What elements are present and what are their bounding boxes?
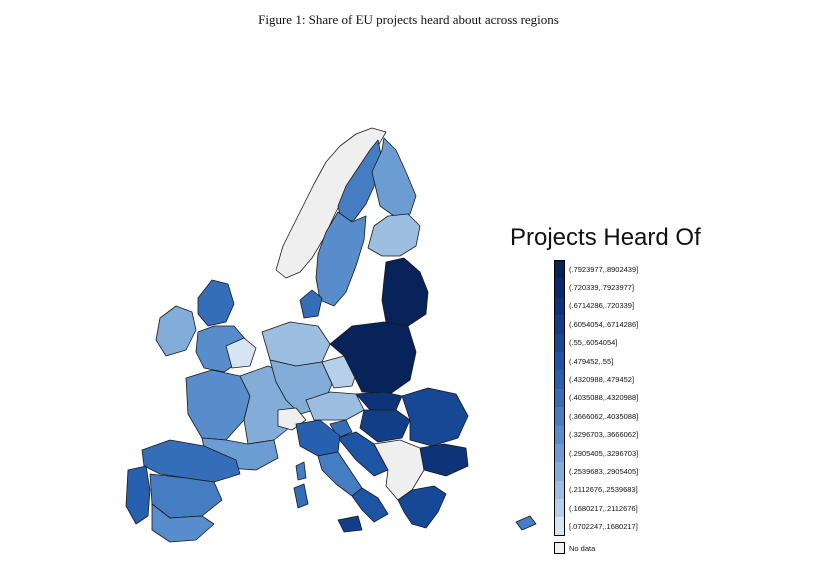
legend-item: (.2112676,.2539683]: [554, 480, 638, 500]
legend-item: (.2539683,.2905405]: [554, 462, 639, 481]
legend-label: (.7923977,.8902439]: [569, 264, 639, 274]
region-corsica: [295, 461, 307, 481]
legend-swatch: [554, 388, 565, 408]
region-bulgaria: [419, 443, 469, 477]
region-finland-south: [367, 213, 421, 257]
legend-item: (.720339,.7923977]: [554, 278, 638, 297]
legend-label: (.479452,.55]: [569, 356, 614, 366]
legend-item: (.3296703,.3666062]: [554, 425, 639, 444]
region-finland-north: [371, 137, 417, 217]
region-ireland: [155, 305, 197, 357]
legend-title: Projects Heard Of: [510, 224, 701, 251]
legend-item: (.55,.6054054]: [554, 333, 638, 352]
region-denmark: [299, 289, 323, 319]
region-uk-north: [197, 279, 235, 327]
legend-label: (.6714286,.720339]: [569, 301, 635, 311]
region-benelux: [225, 337, 257, 369]
legend-item: (.7923977,.8902439]: [554, 260, 639, 279]
legend-label: (.4320988,.479452]: [569, 375, 635, 385]
legend-label: (.2905405,.3296703]: [569, 448, 639, 458]
region-sardinia: [293, 483, 309, 509]
legend-swatch: [554, 278, 565, 297]
region-hungary: [359, 409, 411, 443]
region-greece: [397, 485, 447, 529]
legend-label: (.3666062,.4035088]: [569, 411, 639, 421]
region-poland: [329, 321, 417, 395]
legend-swatch: [554, 333, 565, 352]
region-spain-north: [141, 439, 241, 483]
legend-swatch: [554, 517, 565, 536]
region-italy-south: [351, 487, 389, 523]
region-france-west: [185, 369, 251, 441]
legend-item: (.1680217,.2112676]: [554, 499, 638, 518]
legend-item-no-data: No data: [554, 539, 638, 557]
legend-item: (.479452,.55]: [554, 351, 638, 371]
legend-swatch: [554, 370, 565, 389]
legend-swatch: [554, 480, 565, 500]
legend-item: (.4035088,.4320988]: [554, 388, 639, 408]
legend-label: (.55,.6054054]: [569, 338, 618, 348]
legend-item: (.3666062,.4035088]: [554, 407, 639, 426]
legend-label: (.2539683,.2905405]: [569, 466, 639, 476]
region-portugal: [125, 465, 151, 525]
region-spain-south: [151, 503, 215, 543]
legend-swatch: [554, 260, 565, 279]
legend-label: No data: [569, 543, 596, 553]
legend-swatch: [554, 462, 565, 481]
legend-swatch: [554, 296, 565, 316]
legend-swatch: [554, 425, 565, 444]
region-romania: [401, 387, 469, 447]
legend-swatch: [554, 315, 565, 334]
legend-swatch: [554, 542, 565, 555]
legend-label: (.6054054,.6714286]: [569, 319, 639, 329]
region-cyprus: [515, 515, 537, 531]
legend-swatch: [554, 443, 565, 463]
legend-label: (.2112676,.2539683]: [569, 485, 638, 495]
region-sicily: [337, 515, 363, 533]
legend-swatch: [554, 351, 565, 371]
legend-label: (.3296703,.3666062]: [569, 430, 639, 440]
legend-label: (.720339,.7923977]: [569, 283, 635, 293]
legend-label: (.4035088,.4320988]: [569, 393, 639, 403]
region-norway: [275, 127, 387, 279]
legend-swatch: [554, 407, 565, 426]
legend-item: (.6054054,.6714286]: [554, 315, 639, 334]
legend-item: (.2905405,.3296703]: [554, 443, 639, 463]
legend-item: [.0702247,.1680217]: [554, 517, 638, 536]
legend-swatch: [554, 499, 565, 518]
figure-caption: Figure 1: Share of EU projects heard abo…: [258, 12, 559, 27]
legend-label: [.0702247,.1680217]: [569, 522, 638, 532]
region-slovakia: [355, 391, 403, 411]
region-germany-north: [261, 321, 331, 367]
legend-item: (.4320988,.479452]: [554, 370, 638, 389]
map-legend: (.7923977,.8902439] (.720339,.7923977] (.6…: [554, 260, 638, 557]
region-baltics: [381, 257, 429, 327]
legend-item: (.6714286,.720339]: [554, 296, 638, 316]
legend-label: (.1680217,.2112676]: [569, 503, 638, 513]
